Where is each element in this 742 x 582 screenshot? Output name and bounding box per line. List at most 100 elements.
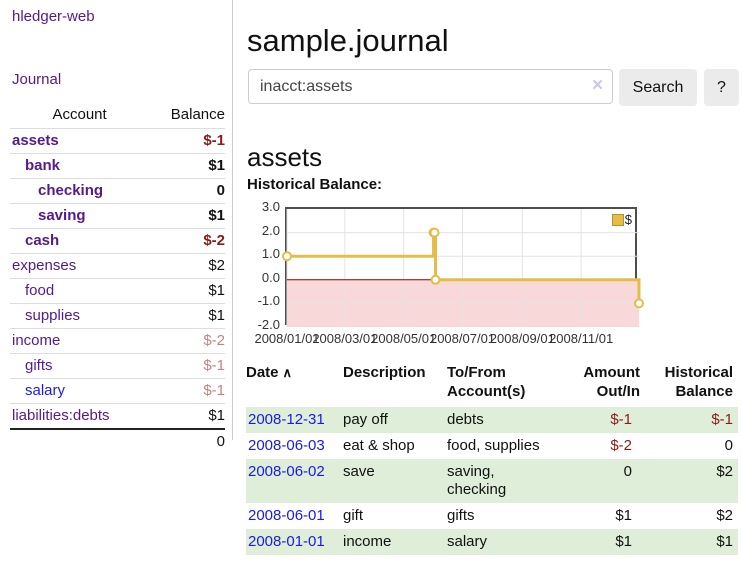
account-link[interactable]: checking (38, 182, 104, 199)
account-row: food $1 (10, 278, 225, 304)
chart-ytick-label: 2.0 (261, 222, 280, 238)
legend-label: $ (624, 212, 632, 227)
account-balance: 0 (149, 178, 225, 204)
chart-plot-area: $ (282, 207, 644, 327)
chart-ytick-label: -1.0 (257, 293, 280, 309)
transaction-date-link[interactable]: 2008-01-01 (248, 533, 325, 550)
account-row: salary $-1 (10, 378, 225, 404)
account-link[interactable]: expenses (12, 257, 77, 274)
register-header-accounts: To/From Account(s) (447, 364, 526, 400)
transaction-accounts: salary (447, 533, 488, 550)
transaction-description: eat & shop (343, 437, 415, 454)
transaction-row: 2008-06-03 eat & shop food, supplies $-2 0 (246, 433, 738, 459)
app-title[interactable]: hledger-web (12, 8, 95, 25)
account-balance: $2 (149, 253, 225, 279)
chart-data-point (430, 274, 441, 285)
search-input[interactable] (248, 69, 613, 104)
legend-swatch-icon (611, 213, 624, 226)
account-row: income $-2 (10, 328, 225, 354)
transaction-balance: $2 (716, 463, 733, 480)
search-button[interactable]: Search (619, 69, 697, 106)
clear-search-icon[interactable]: × (592, 75, 604, 96)
transaction-amount: $-2 (610, 437, 632, 454)
transaction-description: income (343, 533, 392, 550)
account-link[interactable]: gifts (25, 357, 53, 374)
chart-xtick-label: 2008/01/01 (254, 331, 320, 346)
register-header-date[interactable]: Date ∧ (246, 364, 293, 381)
chart-xtick-label: 2008/07/01 (429, 331, 496, 346)
account-link[interactable]: income (12, 332, 61, 349)
transaction-balance: $2 (716, 507, 733, 524)
accounts-header-balance: Balance (170, 106, 225, 123)
transaction-accounts: food, supplies (447, 437, 540, 454)
register-table: Date ∧ Description To/From Account(s) Amo… (246, 361, 738, 555)
transaction-accounts: saving, checking (447, 463, 507, 498)
transaction-row: 2008-06-02 save saving, checking 0 $2 (246, 459, 738, 503)
transaction-date-link[interactable]: 2008-06-01 (248, 507, 325, 524)
transaction-balance: 0 (724, 437, 733, 454)
transaction-date-link[interactable]: 2008-12-31 (248, 411, 325, 428)
account-balance: $-1 (149, 353, 225, 379)
accounts-total-value: 0 (149, 428, 225, 454)
account-balance: $1 (149, 303, 225, 329)
transaction-amount: $1 (615, 533, 632, 550)
register-header-description: Description (343, 364, 426, 381)
account-row: assets $-1 (10, 128, 225, 154)
account-balance: $-1 (149, 378, 225, 404)
account-link[interactable]: liabilities:debts (12, 407, 110, 424)
account-balance: $1 (149, 153, 225, 179)
account-link[interactable]: cash (25, 232, 60, 249)
account-row: cash $-2 (10, 228, 225, 254)
chart-xtick-label: 2008/09/01 (489, 331, 555, 346)
transaction-row: 2008-01-01 income salary $1 $1 (246, 529, 738, 555)
account-row: bank $1 (10, 153, 225, 179)
account-heading: assets (247, 141, 323, 172)
account-row: checking 0 (10, 178, 225, 204)
accounts-header-account: Account (52, 106, 107, 123)
account-link[interactable]: assets (12, 132, 59, 149)
transaction-amount: 0 (623, 463, 632, 480)
transaction-amount: $1 (615, 507, 632, 524)
chart-data-point (429, 227, 440, 238)
balance-chart: $ -2.0 -1.0 0.0 1.0 2.0 3.0 2008/01/01 2008/03/… (246, 198, 742, 350)
transaction-accounts: debts (447, 411, 484, 428)
account-balance: $1 (149, 278, 225, 304)
accounts-total-row: 0 (10, 428, 225, 454)
transaction-date-link[interactable]: 2008-06-03 (248, 437, 325, 454)
accounts-total-spacer (10, 428, 150, 454)
chart-xtick-label: 2008/05/01 (371, 331, 437, 346)
sidebar-item-journal[interactable]: Journal (12, 71, 62, 88)
help-button[interactable]: ? (704, 69, 739, 106)
page-title: sample.journal (247, 22, 449, 58)
account-row: supplies $1 (10, 303, 225, 329)
chart-ytick-label: -2.0 (257, 317, 280, 332)
account-link[interactable]: supplies (25, 307, 81, 324)
chart-ytick-label: 0.0 (261, 269, 280, 285)
transaction-row: 2008-12-31 pay off debts $-1 $-1 (246, 407, 738, 433)
sort-asc-icon: ∧ (282, 365, 293, 380)
chart-data-point (282, 251, 292, 262)
register-header-row: Date ∧ Description To/From Account(s) Amo… (246, 361, 738, 407)
transaction-balance: $1 (716, 533, 733, 550)
transaction-date-link[interactable]: 2008-06-02 (248, 463, 325, 480)
account-balance: $-2 (149, 328, 225, 354)
chart-label: Historical Balance: (247, 176, 383, 193)
transaction-description: gift (343, 507, 364, 524)
account-link[interactable]: saving (38, 207, 86, 224)
transaction-row: 2008-06-01 gift gifts $1 $2 (246, 503, 738, 529)
transaction-balance: $-1 (711, 411, 733, 428)
chart-xtick-label: 2008/03/01 (312, 331, 378, 346)
transaction-description: save (343, 463, 375, 480)
account-row: liabilities:debts $1 (10, 403, 225, 429)
chart-legend: $ (611, 212, 632, 227)
account-link[interactable]: food (25, 282, 55, 299)
transaction-accounts: gifts (447, 507, 475, 524)
chart-data-point (634, 298, 644, 309)
account-link[interactable]: salary (25, 382, 66, 399)
account-balance: $1 (149, 403, 225, 429)
chart-xtick-label: 2008/11/01 (549, 331, 614, 346)
account-link[interactable]: bank (25, 157, 61, 174)
register-header-amount: Amount Out/In (583, 364, 640, 400)
account-row: expenses $2 (10, 253, 225, 279)
transaction-amount: $-1 (610, 411, 632, 428)
